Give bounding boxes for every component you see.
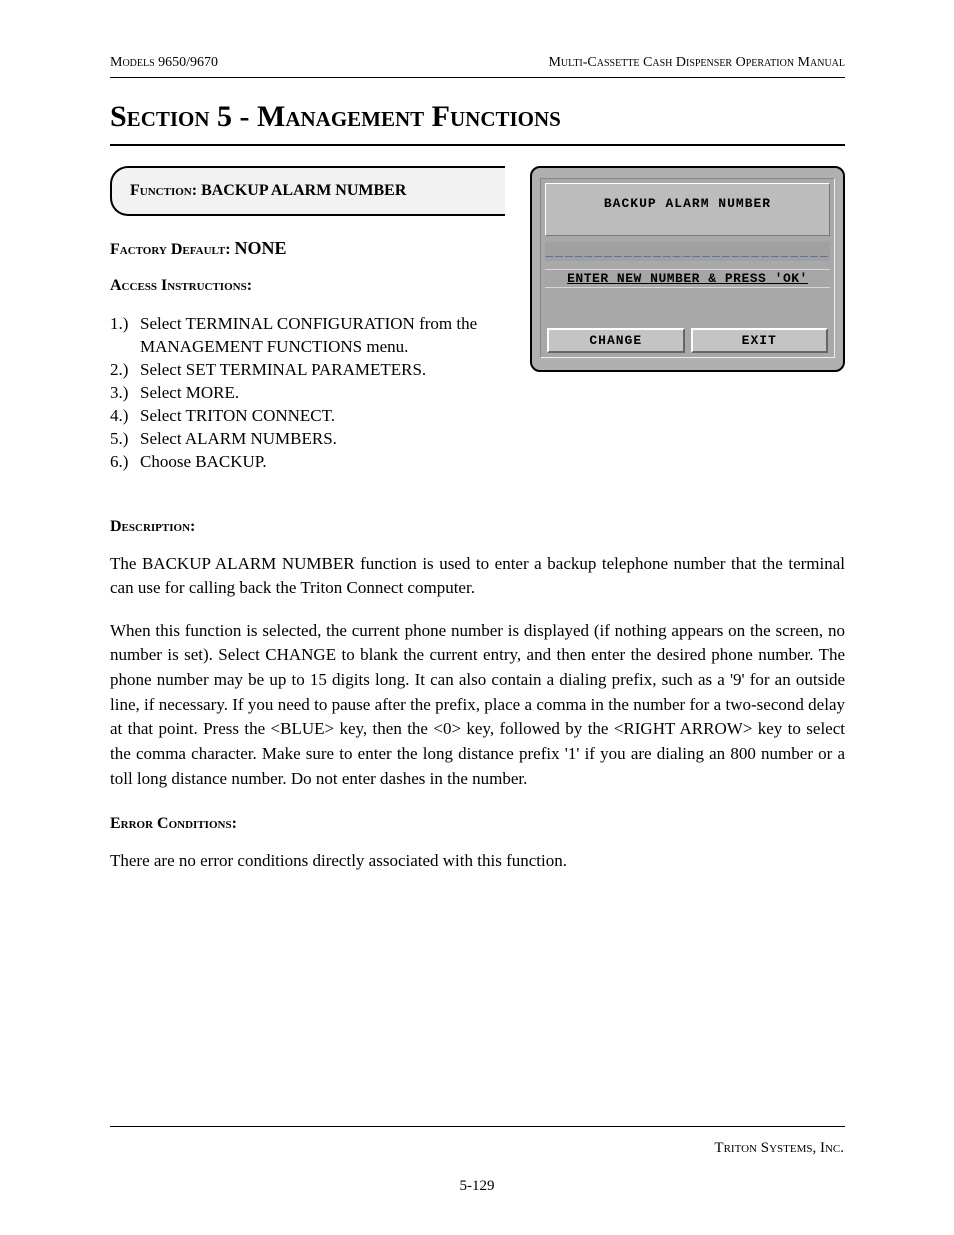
- list-item: 1.)Select TERMINAL CONFIGURATION from th…: [110, 313, 512, 359]
- factory-default: Factory Default: NONE: [110, 238, 512, 259]
- access-instructions: 1.)Select TERMINAL CONFIGURATION from th…: [110, 313, 512, 474]
- terminal-screenshot: BACKUP ALARM NUMBER ____________________…: [530, 166, 845, 372]
- list-item: 2.)Select SET TERMINAL PARAMETERS.: [110, 359, 512, 382]
- access-heading: Access Instructions:: [110, 277, 512, 295]
- errors-heading: Error Conditions:: [110, 815, 845, 833]
- page-number: 5-129: [0, 1178, 954, 1195]
- exit-button[interactable]: EXIT: [691, 328, 829, 353]
- footer-company: Triton Systems, Inc.: [714, 1140, 844, 1157]
- function-tab: Function: BACKUP ALARM NUMBER: [110, 166, 505, 216]
- section-title: Section 5 - Management Functions: [110, 100, 845, 134]
- list-item: 5.)Select ALARM NUMBERS.: [110, 428, 512, 451]
- header-right: Multi-Cassette Cash Dispenser Operation …: [548, 55, 845, 71]
- list-item: 3.)Select MORE.: [110, 382, 512, 405]
- list-item: 4.)Select TRITON CONNECT.: [110, 405, 512, 428]
- description-heading: Description:: [110, 518, 845, 536]
- function-name: BACKUP ALARM NUMBER: [201, 182, 406, 199]
- change-button[interactable]: CHANGE: [547, 328, 685, 353]
- factory-default-value: NONE: [235, 238, 287, 258]
- header-left: Models 9650/9670: [110, 55, 218, 71]
- errors-text: There are no error conditions directly a…: [110, 849, 845, 874]
- section-rule: [110, 144, 845, 146]
- terminal-instruction: ENTER NEW NUMBER & PRESS 'OK': [545, 269, 830, 288]
- factory-default-label: Factory Default:: [110, 241, 231, 258]
- terminal-title: BACKUP ALARM NUMBER: [550, 196, 825, 211]
- header-rule: [110, 77, 845, 78]
- description-p1: The BACKUP ALARM NUMBER function is used…: [110, 552, 845, 601]
- footer-rule: [110, 1126, 845, 1127]
- terminal-input-field[interactable]: _____________________________: [545, 242, 830, 261]
- list-item: 6.)Choose BACKUP.: [110, 451, 512, 474]
- description-p2: When this function is selected, the curr…: [110, 619, 845, 791]
- function-label: Function:: [130, 182, 197, 199]
